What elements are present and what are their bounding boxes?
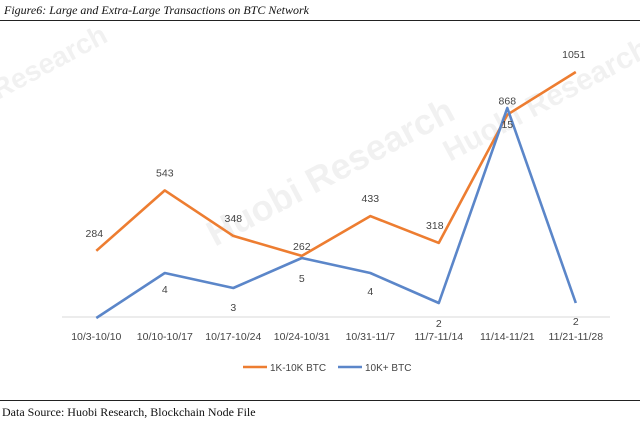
data-label: 4 — [367, 286, 373, 298]
bottom-rule — [0, 400, 640, 401]
x-tick-label: 11/7-11/14 — [414, 331, 463, 343]
data-label: 262 — [293, 241, 311, 253]
data-label: 1051 — [562, 49, 586, 61]
data-labels: 284 543 348 262 433 318 868 1051 4 3 5 4 2 15 2 — [86, 49, 586, 330]
top-rule — [0, 20, 640, 21]
data-label: 3 — [230, 302, 236, 314]
x-tick-label: 10/17-10/24 — [205, 331, 261, 343]
watermark-text: Huobi Research — [200, 89, 461, 254]
x-tick-label: 10/10-10/17 — [137, 331, 193, 343]
data-source-note: Data Source: Huobi Research, Blockchain … — [2, 405, 256, 419]
x-tick-label: 10/31-11/7 — [346, 331, 396, 343]
x-tick-label: 10/24-10/31 — [274, 331, 330, 343]
data-label: 5 — [299, 273, 305, 285]
series-line-0 — [95, 70, 577, 258]
legend: 1K-10K BTC 10K+ BTC — [243, 363, 411, 374]
data-label: 284 — [86, 228, 104, 240]
x-tick-label: 11/21-11/28 — [549, 331, 604, 343]
legend-label: 1K-10K BTC — [270, 363, 326, 374]
data-label: 15 — [501, 119, 513, 131]
line-chart: Huobi Research Research Huobi Research 2… — [0, 22, 640, 374]
watermark-text-partial: Research — [0, 22, 112, 105]
data-label: 543 — [156, 167, 174, 179]
data-label: 2 — [436, 318, 442, 330]
data-label: 2 — [573, 316, 579, 328]
series-lines — [95, 70, 578, 320]
figure-title: Figure6: Large and Extra-Large Transacti… — [4, 3, 310, 17]
watermark-layer: Huobi Research Research Huobi Research — [0, 22, 640, 254]
data-label: 433 — [362, 193, 380, 205]
data-label: 4 — [162, 284, 168, 296]
legend-label: 10K+ BTC — [365, 363, 411, 374]
watermark-text-right: Huobi Research — [438, 32, 640, 168]
series-line-1 — [95, 106, 578, 320]
data-label: 868 — [499, 96, 517, 108]
x-tick-label: 11/14-11/21 — [480, 331, 535, 343]
x-axis-tick-labels: 10/3-10/10 10/10-10/17 10/17-10/24 10/24-10… — [71, 331, 603, 343]
data-label: 318 — [426, 220, 444, 232]
data-label: 348 — [225, 213, 243, 225]
x-tick-label: 10/3-10/10 — [71, 331, 121, 343]
